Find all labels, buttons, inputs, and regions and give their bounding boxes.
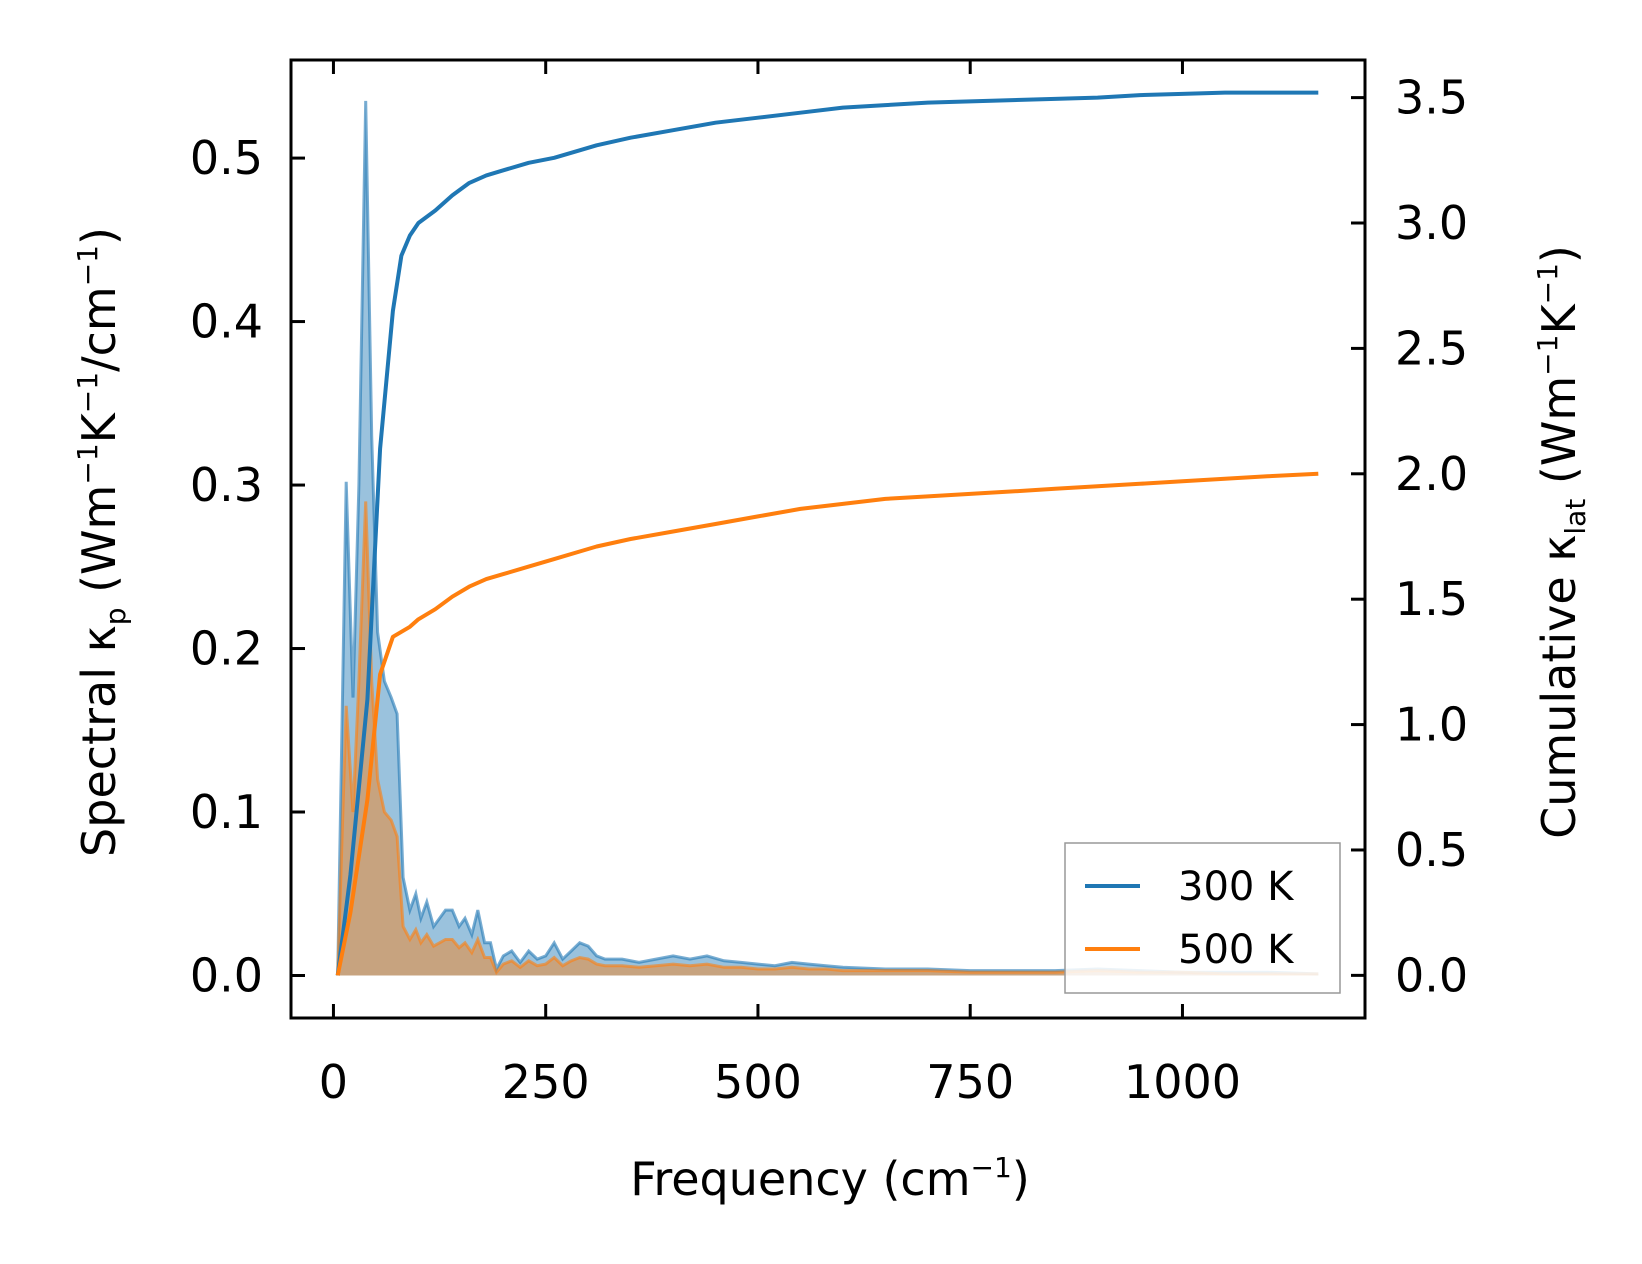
y-left-tick-label: 0.0 xyxy=(190,948,263,1002)
spectral-line-300k xyxy=(336,100,1319,976)
legend-label-500k: 500 K xyxy=(1178,927,1295,973)
x-tick-label: 1000 xyxy=(1124,1055,1241,1109)
y-right-tick-label: 1.5 xyxy=(1395,572,1468,626)
y-left-tick-label: 0.1 xyxy=(190,785,263,839)
plot-frame xyxy=(289,58,1367,1020)
cumulative-lines xyxy=(335,90,1319,976)
y-right-tick-label: 2.5 xyxy=(1395,321,1468,375)
y-right-tick-label: 0.5 xyxy=(1395,823,1468,877)
tick-labels: 0 250 500 750 1000 0.0 0.1 0.2 0.3 0.4 0.5 0.0 0.5 1.… xyxy=(190,71,1468,1109)
x-tick-label: 0 xyxy=(319,1055,348,1109)
x-tick-label: 250 xyxy=(502,1055,590,1109)
ticks xyxy=(291,60,1365,1018)
y-left-tick-label: 0.5 xyxy=(190,131,263,185)
y-left-tick-label: 0.4 xyxy=(190,295,263,349)
y-right-tick-label: 2.0 xyxy=(1395,447,1468,501)
y-right-tick-label: 0.0 xyxy=(1395,948,1468,1002)
legend-label-300k: 300 K xyxy=(1178,864,1295,910)
y-right-tick-label: 1.0 xyxy=(1395,698,1468,752)
cumulative-line-500k xyxy=(335,471,1319,976)
y-right-tick-label: 3.5 xyxy=(1395,71,1468,125)
legend-box xyxy=(1064,842,1341,994)
y-left-tick-label: 0.3 xyxy=(190,458,263,512)
y-left-tick-label: 0.2 xyxy=(190,622,263,676)
spectral-line-500k xyxy=(336,501,1319,976)
y-axis-left-label: Spectral κp (Wm−1K−1/cm−1) xyxy=(71,227,132,857)
x-axis-label: Frequency (cm−1) xyxy=(630,1151,1030,1206)
x-tick-label: 500 xyxy=(714,1055,802,1109)
legend: 300 K 500 K xyxy=(1064,842,1341,994)
x-tick-label: 750 xyxy=(926,1055,1014,1109)
y-right-tick-label: 3.0 xyxy=(1395,196,1468,250)
cumulative-line-300k xyxy=(335,90,1319,976)
y-axis-right-label: Cumulative κlat (Wm−1K−1) xyxy=(1531,245,1592,839)
spectral-lines xyxy=(336,100,1319,976)
